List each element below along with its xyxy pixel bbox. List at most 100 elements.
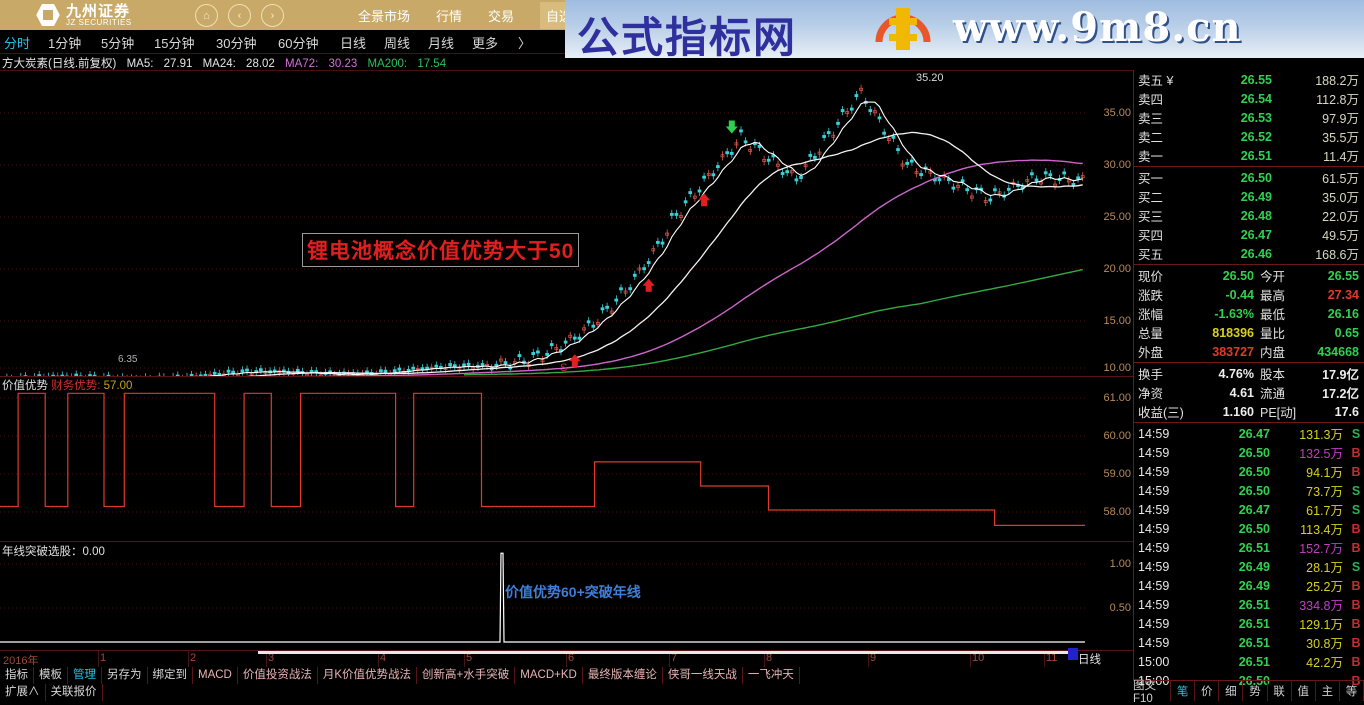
quote-tab-6[interactable]: 值 — [1292, 681, 1316, 701]
quote-tab-5[interactable]: 联 — [1268, 681, 1292, 701]
fundamental-value-right: 17.9亿 — [1308, 364, 1364, 383]
quote-tab-4[interactable]: 势 — [1243, 681, 1267, 701]
quote-tab-2[interactable]: 价 — [1195, 681, 1219, 701]
ma5-label: MA5: — [127, 58, 154, 70]
top-menu-item-1[interactable]: 行情 — [436, 6, 462, 25]
quote-tab-0[interactable]: 图文F10 — [1133, 681, 1171, 701]
tick-time: 14:59 — [1134, 503, 1198, 517]
indicator-tab-4[interactable]: 绑定到 — [148, 667, 194, 684]
period-daily[interactable]: 日线 — [340, 33, 366, 52]
indicator-tab-9[interactable]: MACD+KD — [515, 667, 583, 684]
period-15min[interactable]: 15分钟 — [154, 33, 194, 52]
watermark-text-cn: 公式指标网 — [577, 4, 797, 65]
chart-scrollbar[interactable] — [258, 651, 1068, 654]
back-icon[interactable]: ‹ — [228, 4, 251, 27]
tick-price: 26.50 — [1198, 484, 1270, 498]
period-30min[interactable]: 30分钟 — [216, 33, 256, 52]
tick-time: 14:59 — [1134, 465, 1198, 479]
tick-volume: 113.4万 — [1270, 519, 1347, 538]
top-menu-item-0[interactable]: 全景市场 — [358, 6, 410, 25]
tick-direction: S — [1347, 484, 1364, 498]
chart-scroll-knob[interactable] — [1068, 648, 1078, 660]
bid-volume: 35.0万 — [1272, 187, 1364, 206]
quote-tab-3[interactable]: 细 — [1219, 681, 1243, 701]
tick-price: 26.50 — [1198, 446, 1270, 460]
period-monthly[interactable]: 月线 — [428, 33, 454, 52]
tick-direction: B — [1347, 446, 1364, 460]
ask-volume: 188.2万 — [1272, 70, 1364, 89]
forward-icon[interactable]: › — [261, 4, 284, 27]
stats-divider-mid — [1134, 362, 1364, 363]
period-60min[interactable]: 60分钟 — [278, 33, 318, 52]
ind2-tick-0: 61.00 — [1103, 392, 1131, 404]
indicator-tab-2[interactable]: 管理 — [68, 667, 102, 684]
top-menu-item-2[interactable]: 交易 — [488, 6, 514, 25]
chevron-right-icon[interactable]: 〉 — [518, 33, 531, 52]
indicator-panel-value-advantage[interactable]: 价值优势 财务优势: 57.00 61.00 60.00 59.00 58.00 — [0, 376, 1133, 542]
low-price-label: 6.35 — [118, 354, 137, 365]
tick-volume: 30.8万 — [1270, 633, 1347, 652]
fundamental-label-left: 收益(三) — [1134, 402, 1184, 421]
indicator-tab-7[interactable]: 月K价值优势战法 — [318, 667, 417, 684]
indicator-tab-5[interactable]: MACD — [193, 667, 238, 684]
indicator-tab-3[interactable]: 另存为 — [102, 667, 148, 684]
tick-time: 14:59 — [1134, 617, 1198, 631]
tick-price: 26.50 — [1198, 522, 1270, 536]
stat-label-left: 涨跌 — [1134, 285, 1184, 304]
stat-value-left: 383727 — [1184, 345, 1254, 359]
indicator-tab-1[interactable]: 模板 — [34, 667, 68, 684]
tick-direction: B — [1347, 541, 1364, 555]
home-icon[interactable]: ⌂ — [195, 4, 218, 27]
period-weekly[interactable]: 周线 — [384, 33, 410, 52]
quote-tab-1[interactable]: 笔 — [1171, 681, 1195, 701]
tick-time: 14:59 — [1134, 484, 1198, 498]
indicator2-axis: 61.00 60.00 59.00 58.00 — [1085, 376, 1133, 541]
period-1min[interactable]: 1分钟 — [48, 33, 81, 52]
stat-value-left: 818396 — [1184, 326, 1254, 340]
period-5min[interactable]: 5分钟 — [101, 33, 134, 52]
app-logo: 九州证券 JZ SECURITIES — [36, 3, 132, 27]
period-more[interactable]: 更多 — [472, 33, 498, 52]
indicator-tab-8[interactable]: 创新高+水手突破 — [417, 667, 515, 684]
tick-time: 14:59 — [1134, 541, 1198, 555]
indicator-tab-11[interactable]: 侠哥一线天战 — [663, 667, 743, 684]
extension-tab-1[interactable]: 关联报价 — [46, 684, 103, 701]
indicator-tab-12[interactable]: 一飞冲天 — [743, 667, 800, 684]
main-price-chart[interactable]: 35.00 30.00 25.00 20.00 15.00 10.00 — [0, 70, 1133, 377]
price-tick-0: 35.00 — [1103, 107, 1131, 119]
quote-tab-7[interactable]: 主 — [1316, 681, 1340, 701]
extension-tab-0[interactable]: 扩展∧ — [0, 684, 46, 701]
indicator-tab-0[interactable]: 指标 — [0, 667, 34, 684]
ask-label: 卖四 — [1134, 89, 1190, 108]
indicator-tab-10[interactable]: 最终版本缠论 — [583, 667, 663, 684]
period-fenshi[interactable]: 分时 — [4, 33, 30, 52]
quote-tab-8[interactable]: 等 — [1340, 681, 1364, 701]
indicator-tab-6[interactable]: 价值投资战法 — [238, 667, 318, 684]
